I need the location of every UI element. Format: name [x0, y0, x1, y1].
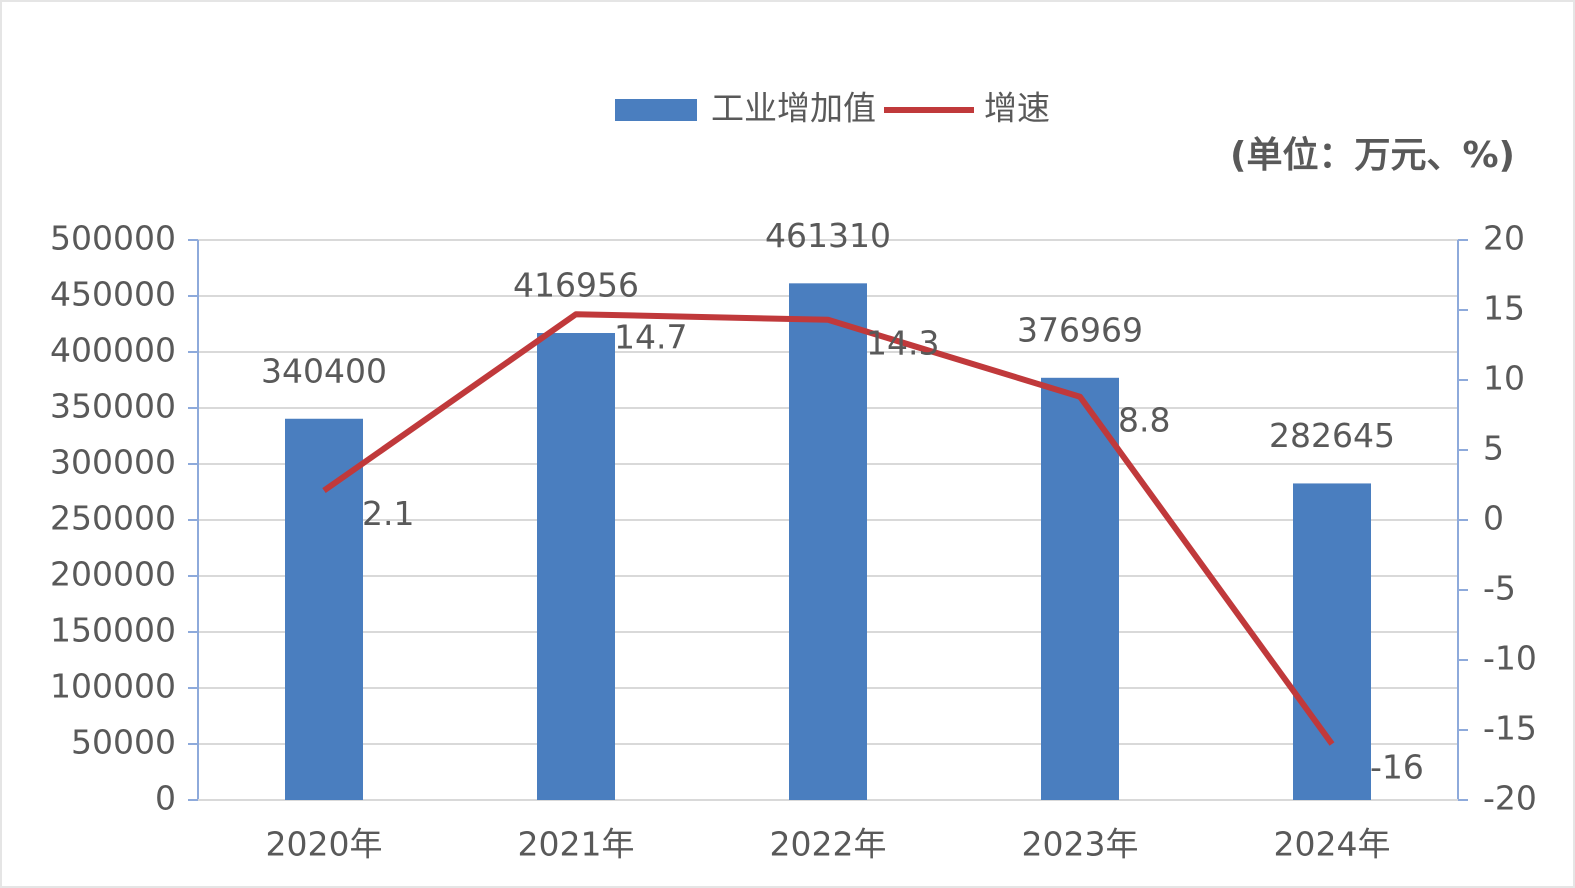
unit-note: (单位：万元、%) — [1230, 135, 1515, 176]
y-tick-label: 500000 — [50, 219, 176, 258]
legend-label: 工业增加值 — [711, 89, 876, 128]
y-tick-label: 350000 — [50, 387, 176, 426]
bar-value-label: 416956 — [513, 266, 639, 305]
bar-value-label: 340400 — [261, 351, 387, 390]
bar — [285, 418, 363, 800]
bar-value-label: 282645 — [1269, 416, 1395, 455]
y-tick-label: 200000 — [50, 555, 176, 594]
line-value-label: -16 — [1370, 748, 1424, 787]
line-value-label: 14.7 — [614, 318, 687, 357]
y-tick-label: 0 — [155, 779, 176, 818]
bar — [1293, 483, 1371, 800]
bar — [537, 333, 615, 800]
y2-tick-label: 5 — [1483, 429, 1504, 468]
legend-swatch — [615, 99, 697, 121]
line-value-label: 8.8 — [1118, 400, 1170, 439]
y-tick-label: 250000 — [50, 499, 176, 538]
y2-tick-label: -15 — [1483, 709, 1537, 748]
y-tick-label: 400000 — [50, 331, 176, 370]
x-tick-label: 2022年 — [770, 825, 887, 864]
y2-tick-label: 10 — [1483, 359, 1525, 398]
y2-tick-label: -10 — [1483, 639, 1537, 678]
y-tick-label: 100000 — [50, 667, 176, 706]
y-tick-label: 300000 — [50, 443, 176, 482]
y2-tick-label: -20 — [1483, 779, 1537, 818]
bar — [789, 283, 867, 801]
y-tick-label: 450000 — [50, 275, 176, 314]
x-tick-label: 2020年 — [266, 825, 383, 864]
line — [322, 311, 1335, 746]
y-tick-label: 150000 — [50, 611, 176, 650]
y2-tick-label: -5 — [1483, 569, 1516, 608]
x-tick-label: 2023年 — [1022, 825, 1139, 864]
line-value-label: 2.1 — [362, 494, 414, 533]
x-tick-label: 2021年 — [518, 825, 635, 864]
line-value-label: 14.3 — [866, 323, 939, 362]
y-tick-label: 50000 — [71, 723, 176, 762]
y2-tick-label: 15 — [1483, 289, 1525, 328]
x-tick-label: 2024年 — [1274, 825, 1391, 864]
y2-tick-label: 0 — [1483, 499, 1504, 538]
y2-tick-label: 20 — [1483, 219, 1525, 258]
bar — [1041, 377, 1119, 800]
legend-label: 增速 — [984, 89, 1050, 128]
bar-value-label: 461310 — [765, 216, 891, 255]
bar-value-label: 376969 — [1017, 310, 1143, 349]
